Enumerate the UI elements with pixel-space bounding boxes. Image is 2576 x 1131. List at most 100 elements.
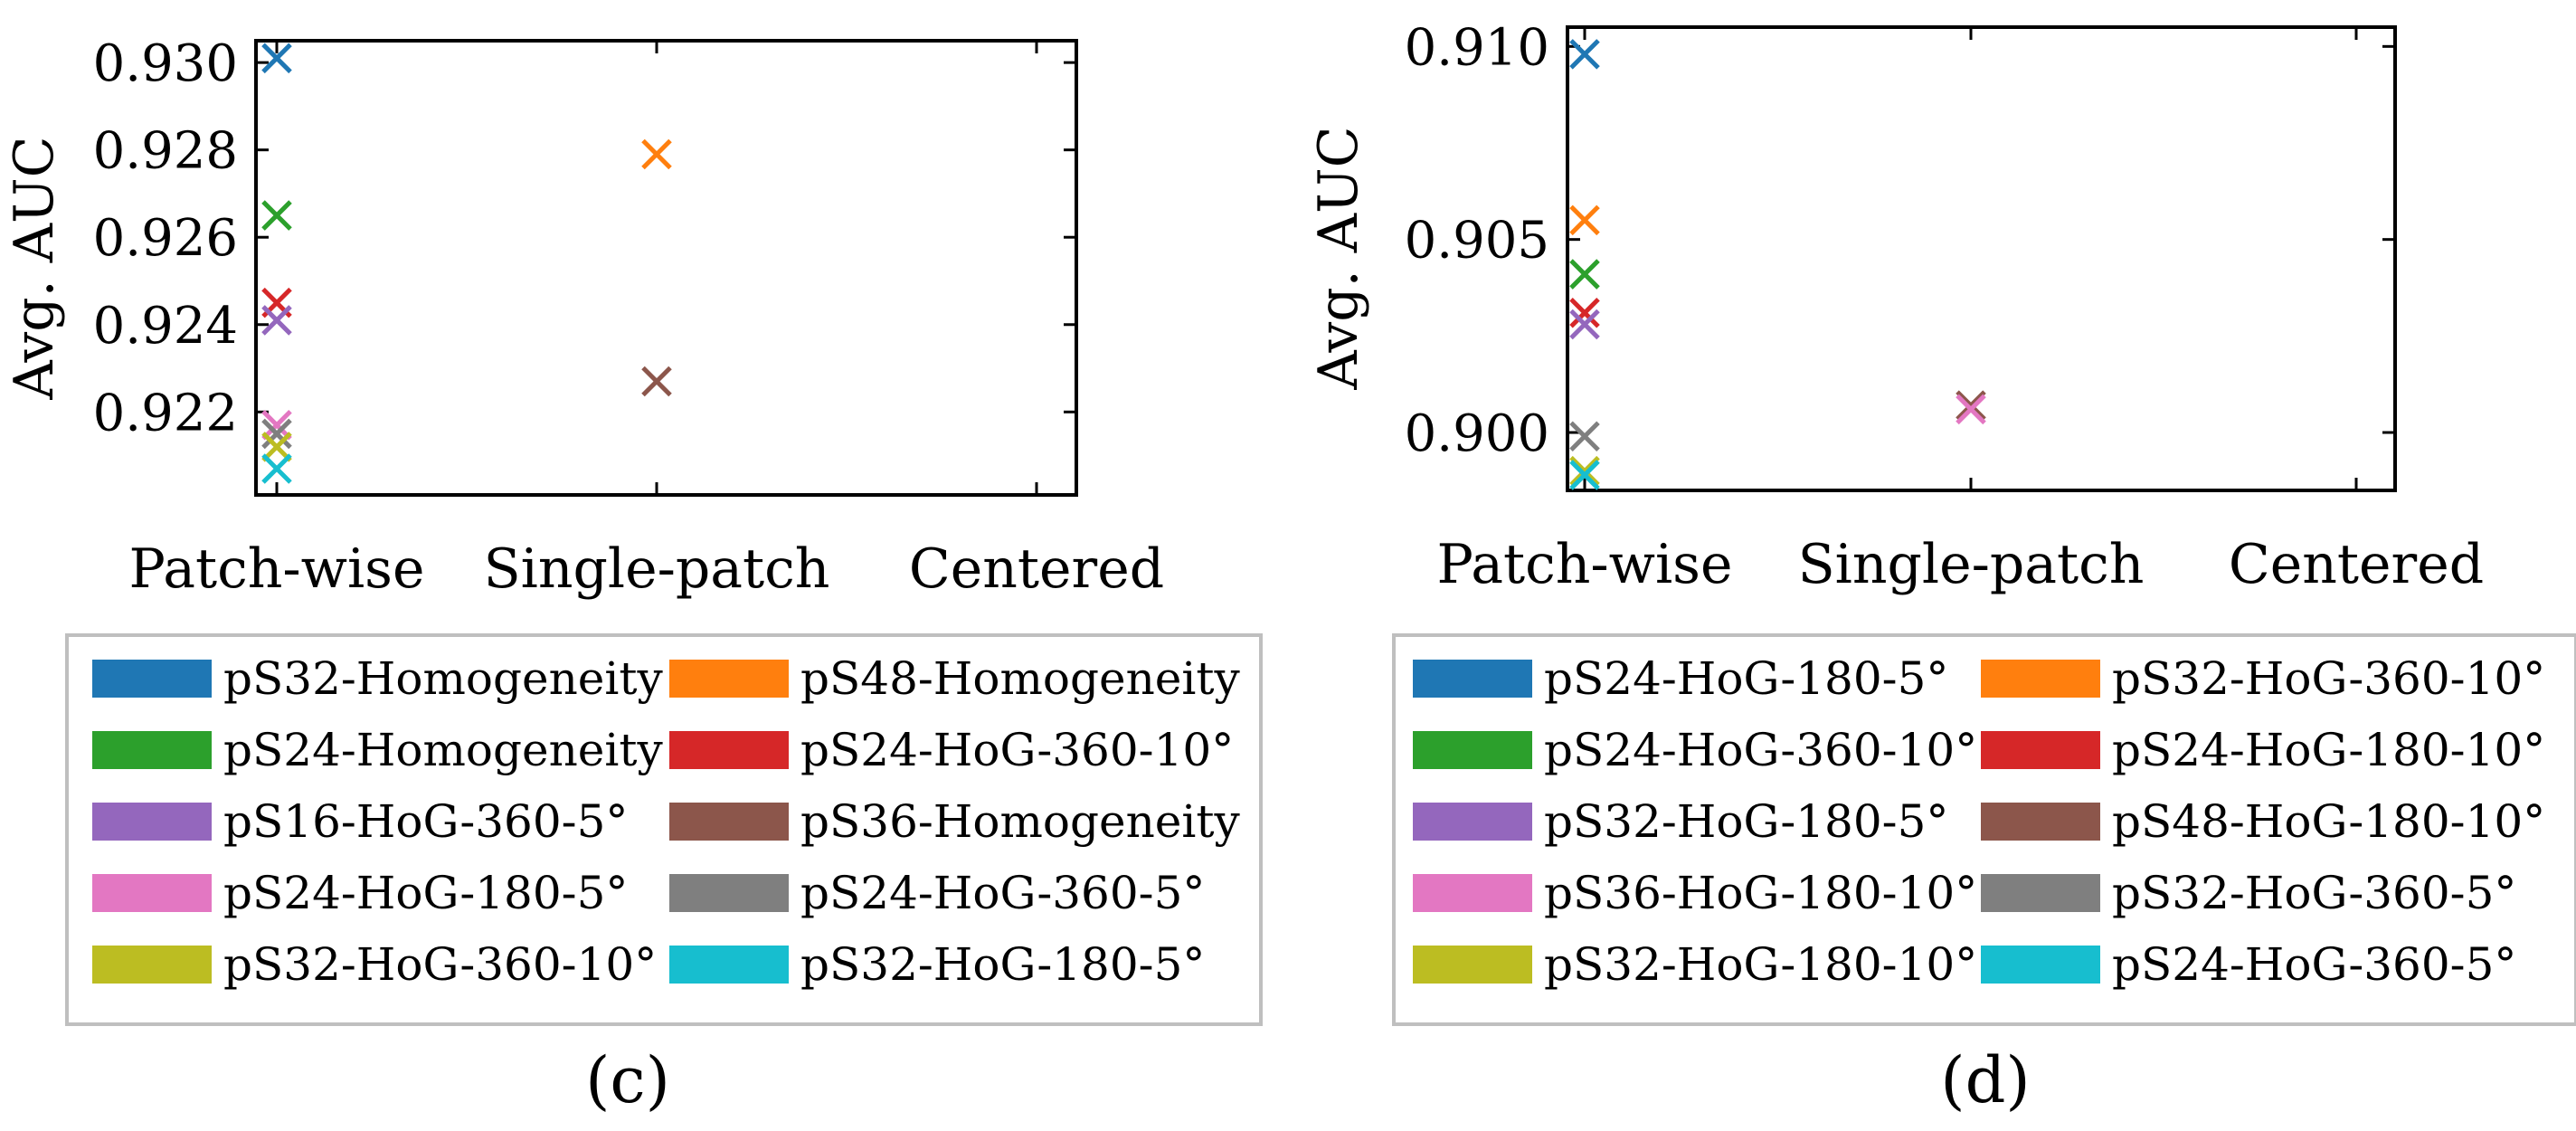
legend-item: pS24-HoG-360-10°	[1413, 724, 1977, 776]
marker-stroke	[261, 200, 292, 231]
legend-swatch	[1413, 874, 1532, 912]
marker-stroke	[641, 366, 672, 397]
legend-swatch	[1413, 731, 1532, 769]
y-tick-label: 0.930	[93, 34, 238, 93]
data-point-marker	[1569, 204, 1600, 236]
legend-swatch	[669, 803, 789, 841]
marker-stroke	[261, 305, 292, 336]
y-tick-label: 0.900	[1405, 404, 1549, 463]
legend-label: pS48-HoG-180-10°	[2112, 795, 2545, 848]
legend-label: pS32-HoG-180-5°	[800, 938, 1205, 991]
x-tick-label: Centered	[2229, 533, 2484, 596]
marker-stroke	[1569, 460, 1600, 490]
data-point-marker	[261, 305, 292, 336]
legend-label: pS32-HoG-360-10°	[223, 938, 657, 991]
data-point-marker	[1569, 39, 1600, 70]
chart-panel-c: 0.922 0.924 0.926 0.928 0.930 Patch-wise Singl…	[3, 34, 1263, 1117]
x-tick-label: Patch-wise	[1437, 533, 1733, 596]
legend-swatch	[1981, 874, 2100, 912]
y-tick-label: 0.905	[1405, 212, 1549, 271]
data-point-marker	[261, 43, 292, 74]
data-point-marker	[261, 200, 292, 231]
marker-stroke	[1569, 39, 1600, 70]
marker-stroke	[1569, 259, 1600, 290]
legend-swatch	[1413, 803, 1532, 841]
data-point-marker	[261, 410, 292, 441]
x-tick-label: Single-patch	[1798, 533, 2145, 596]
legend-frame	[65, 633, 1263, 1026]
legend-item: pS36-Homogeneity	[669, 795, 1240, 848]
legend-label: pS24-Homogeneity	[223, 724, 663, 776]
legend-swatch	[1981, 946, 2100, 984]
data-point-marker	[1569, 297, 1600, 328]
data-point-marker	[261, 432, 292, 462]
chart-panel-d: 0.900 0.905 0.910 Patch-wise Single-patch Cen…	[1307, 18, 2576, 1117]
legend-item: pS32-HoG-360-10°	[92, 938, 657, 991]
legend-item: pS32-HoG-360-10°	[1981, 652, 2545, 705]
marker-stroke	[1569, 455, 1600, 487]
marker-stroke	[261, 432, 292, 462]
data-point-marker	[1956, 394, 1986, 425]
legend-swatch	[669, 946, 789, 984]
y-axis-title: Avg. AUC	[3, 136, 66, 400]
legend-label: pS24-HoG-180-5°	[223, 867, 628, 919]
legend-label: pS32-HoG-180-5°	[1544, 795, 1948, 848]
y-tick-label: 0.928	[93, 122, 238, 181]
data-point-marker	[641, 366, 672, 397]
data-point-marker	[1569, 421, 1600, 452]
legend-item: pS24-HoG-180-10°	[1981, 724, 2545, 776]
legend-swatch	[92, 874, 212, 912]
legend-label: pS32-HoG-360-5°	[2112, 867, 2516, 919]
legend-swatch	[92, 731, 212, 769]
legend-item: pS24-Homogeneity	[92, 724, 663, 776]
marker-stroke	[1569, 309, 1600, 340]
marker-stroke	[1569, 297, 1600, 328]
legend-swatch	[1981, 731, 2100, 769]
legend-label: pS24-HoG-360-10°	[1544, 724, 1977, 776]
data-point-marker	[261, 418, 292, 450]
data-point-marker	[1569, 460, 1600, 490]
legend-item: pS32-HoG-180-5°	[669, 938, 1205, 991]
legend-label: pS32-Homogeneity	[223, 652, 663, 705]
data-point-marker	[1569, 309, 1600, 340]
legend-item: pS24-HoG-180-5°	[92, 867, 628, 919]
legend-label: pS24-HoG-180-10°	[2112, 724, 2545, 776]
panel-caption: (d)	[1940, 1043, 2030, 1117]
y-tick-label: 0.926	[93, 209, 238, 268]
legend-item: pS32-Homogeneity	[92, 652, 663, 705]
legend-swatch	[92, 803, 212, 841]
legend-label: pS32-HoG-180-10°	[1544, 938, 1977, 991]
legend-label: pS24-HoG-360-5°	[800, 867, 1205, 919]
y-axis-title: Avg. AUC	[1307, 126, 1370, 390]
legend-item: pS48-Homogeneity	[669, 652, 1240, 705]
legend-swatch	[669, 731, 789, 769]
legend-swatch	[1413, 660, 1532, 698]
marker-stroke	[261, 410, 292, 441]
data-point-marker	[1956, 390, 1986, 421]
legend-item: pS36-HoG-180-10°	[1413, 867, 1977, 919]
legend-label: pS48-Homogeneity	[800, 652, 1240, 705]
legend-label: pS16-HoG-360-5°	[223, 795, 628, 848]
data-point-marker	[641, 138, 672, 170]
legend-item: pS32-HoG-180-10°	[1413, 938, 1977, 991]
marker-stroke	[261, 453, 292, 484]
plot-frame	[254, 39, 1078, 497]
legend-swatch	[1981, 803, 2100, 841]
marker-stroke	[1956, 394, 1986, 425]
marker-stroke	[1956, 390, 1986, 421]
legend-label: pS36-HoG-180-10°	[1544, 867, 1977, 919]
legend-item: pS24-HoG-180-5°	[1413, 652, 1948, 705]
x-tick-label: Patch-wise	[129, 537, 425, 601]
marker-stroke	[261, 418, 292, 450]
legend-item: pS24-HoG-360-5°	[1981, 938, 2516, 991]
legend-swatch	[669, 874, 789, 912]
legend-label: pS24-HoG-360-5°	[2112, 938, 2516, 991]
data-point-marker	[261, 453, 292, 484]
y-tick-label: 0.910	[1405, 18, 1549, 77]
legend-label: pS32-HoG-360-10°	[2112, 652, 2545, 705]
legend-item: pS32-HoG-360-5°	[1981, 867, 2516, 919]
legend-label: pS24-HoG-360-10°	[800, 724, 1234, 776]
data-point-marker	[1569, 259, 1600, 290]
legend-swatch	[92, 660, 212, 698]
